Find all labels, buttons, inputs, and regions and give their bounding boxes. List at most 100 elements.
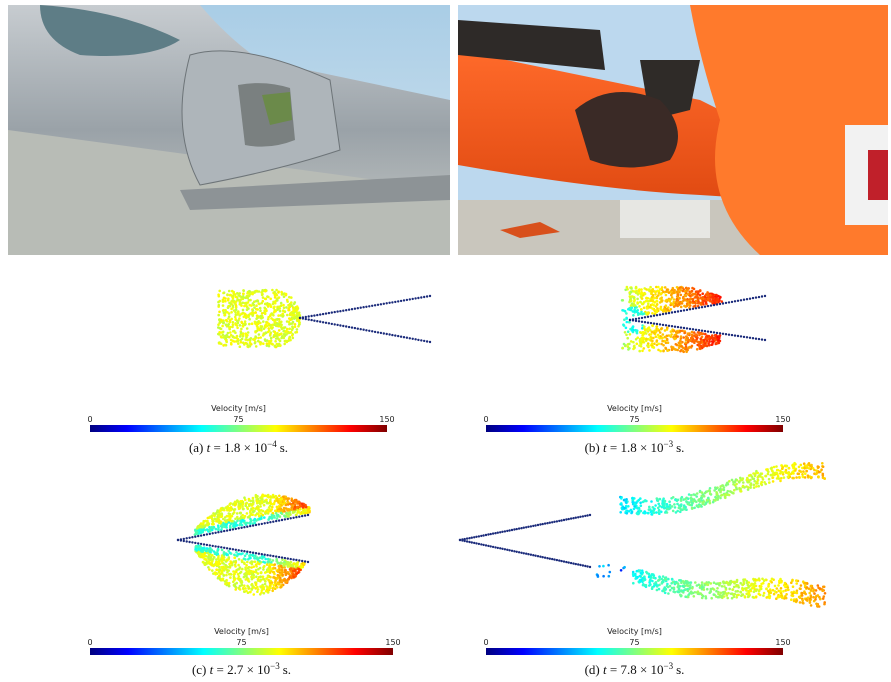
particle (277, 308, 280, 311)
particle (237, 312, 240, 315)
particle (621, 299, 624, 302)
wall-particle (650, 315, 652, 317)
particle (645, 338, 648, 341)
particle (245, 564, 248, 567)
wall-particle (331, 311, 333, 313)
particle (669, 589, 672, 592)
particle (256, 308, 259, 311)
particle (713, 489, 716, 492)
particle (274, 293, 277, 296)
particle (690, 581, 693, 584)
particle (284, 563, 287, 566)
colorbar-title: Velocity [m/s] (214, 627, 269, 636)
wall-particle (200, 534, 202, 536)
particle (229, 525, 232, 528)
particle (254, 322, 257, 325)
particle (276, 298, 279, 301)
particle (242, 325, 245, 328)
particle (735, 596, 738, 599)
particle (280, 565, 283, 568)
wall-particle (492, 546, 494, 548)
particle (295, 514, 298, 517)
wall-particle (752, 337, 754, 339)
wall-particle (220, 531, 222, 533)
particle (643, 327, 646, 330)
particle (802, 475, 805, 478)
particle (696, 297, 699, 300)
wall-particle (532, 525, 534, 527)
particle (264, 331, 267, 334)
particle (280, 321, 283, 324)
wall-particle (659, 314, 661, 316)
particle (759, 472, 762, 475)
particle (705, 502, 708, 505)
colorbar-tick-label: 150 (775, 638, 790, 647)
particle (655, 300, 658, 303)
particle (669, 504, 672, 507)
particle (292, 511, 295, 514)
particle (244, 504, 247, 507)
particle (683, 305, 686, 308)
wall-particle (492, 532, 494, 534)
particle (648, 349, 651, 352)
particle (241, 524, 244, 527)
wall-particle (653, 322, 655, 324)
wall-particle (647, 322, 649, 324)
wall-particle (560, 519, 562, 521)
particle (666, 508, 669, 511)
particle (267, 586, 270, 589)
particle (732, 492, 735, 495)
wall-particle (368, 330, 370, 332)
particle (635, 330, 638, 333)
wall-particle (305, 318, 307, 320)
particle (678, 347, 681, 350)
particle (732, 593, 735, 596)
wall-particle (478, 535, 480, 537)
wall-particle (403, 336, 405, 338)
particle (252, 309, 255, 312)
particle (678, 579, 681, 582)
particle (719, 296, 722, 299)
particle (198, 532, 201, 535)
particle (265, 310, 268, 313)
wall-particle (577, 516, 579, 518)
particle (262, 576, 265, 579)
particle (256, 586, 259, 589)
particle (822, 597, 825, 600)
particle (687, 293, 690, 296)
particle (253, 593, 256, 596)
particle (814, 598, 817, 601)
wall-particle (368, 305, 370, 307)
particle (665, 578, 668, 581)
particle (230, 334, 233, 337)
particle (249, 339, 252, 342)
particle (681, 301, 684, 304)
particle (717, 339, 720, 342)
wall-particle (391, 334, 393, 336)
particle (777, 475, 780, 478)
particle (263, 500, 266, 503)
particle (241, 514, 244, 517)
particle (624, 289, 627, 292)
wall-particle (692, 308, 694, 310)
particle (672, 496, 675, 499)
particle (701, 586, 704, 589)
particle (744, 587, 747, 590)
particle (710, 597, 713, 600)
particle (780, 477, 783, 480)
wall-particle (304, 560, 306, 562)
particle (234, 501, 237, 504)
particle (770, 581, 773, 584)
wall-particle (188, 537, 190, 539)
particle (255, 575, 258, 578)
particle (279, 506, 282, 509)
particle (714, 496, 717, 499)
particle (263, 565, 266, 568)
wall-particle (725, 333, 727, 335)
wall-particle (342, 325, 344, 327)
particle (701, 502, 704, 505)
particle (217, 553, 220, 556)
particle (645, 571, 648, 574)
particle (269, 298, 272, 301)
particle (742, 485, 745, 488)
